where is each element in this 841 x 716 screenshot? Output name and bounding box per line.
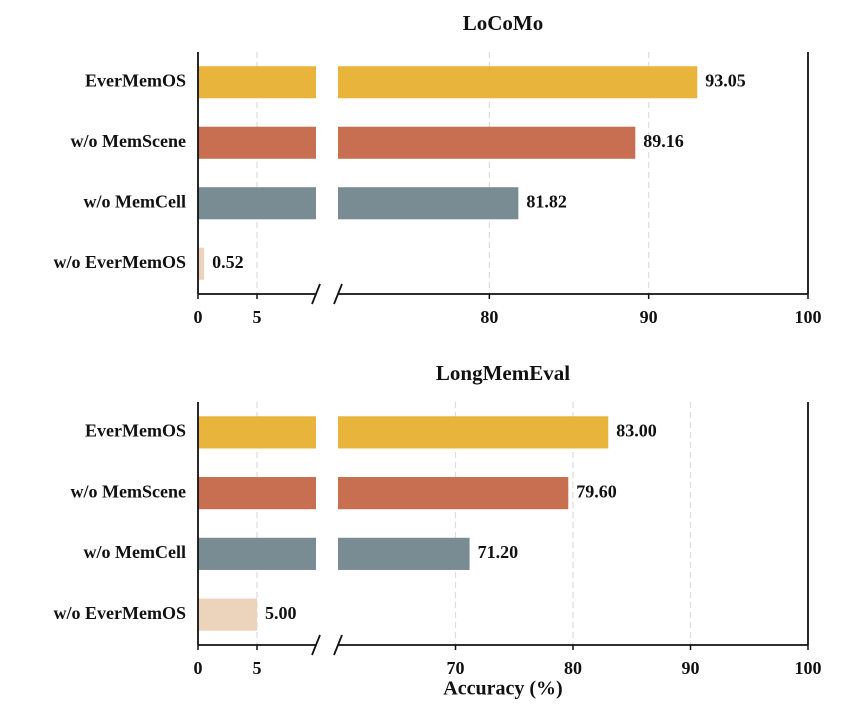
bar bbox=[198, 247, 205, 280]
x-tick-label: 100 bbox=[795, 658, 822, 678]
bar bbox=[198, 187, 316, 220]
x-tick-label: 100 bbox=[795, 307, 822, 327]
bar bbox=[338, 416, 609, 449]
y-tick-label: EverMemOS bbox=[85, 70, 186, 90]
y-tick-label: w/o EverMemOS bbox=[54, 603, 186, 623]
x-axis-label: Accuracy (%) bbox=[443, 678, 562, 700]
bar bbox=[198, 126, 316, 159]
bar bbox=[198, 537, 316, 570]
x-tick-label: 70 bbox=[447, 658, 465, 678]
axis-break bbox=[333, 283, 343, 305]
bar bbox=[198, 477, 316, 510]
y-tick-label: w/o MemCell bbox=[84, 191, 186, 211]
chart-title: LongMemEval bbox=[436, 361, 570, 385]
x-tick-label: 5 bbox=[253, 658, 262, 678]
y-tick-label: w/o EverMemOS bbox=[54, 252, 186, 272]
bar bbox=[198, 416, 316, 449]
y-tick-label: w/o MemCell bbox=[84, 542, 186, 562]
value-label: 89.16 bbox=[643, 131, 684, 151]
axis-break bbox=[311, 634, 321, 656]
x-tick-label: 80 bbox=[564, 658, 582, 678]
bar bbox=[338, 126, 636, 159]
bar bbox=[338, 66, 698, 99]
x-tick-label: 0 bbox=[194, 307, 203, 327]
value-label: 5.00 bbox=[265, 603, 297, 623]
x-tick-label: 5 bbox=[253, 307, 262, 327]
bar bbox=[198, 598, 257, 631]
x-tick-label: 90 bbox=[640, 307, 658, 327]
axis-break bbox=[333, 634, 343, 656]
x-tick-label: 80 bbox=[480, 307, 498, 327]
y-tick-label: w/o MemScene bbox=[71, 131, 186, 151]
value-label: 71.20 bbox=[478, 542, 518, 562]
value-label: 83.00 bbox=[616, 421, 657, 441]
bar bbox=[338, 477, 569, 510]
y-tick-label: w/o MemScene bbox=[71, 481, 186, 501]
x-tick-label: 90 bbox=[682, 658, 700, 678]
y-tick-label: EverMemOS bbox=[85, 421, 186, 441]
bar bbox=[338, 187, 519, 220]
x-tick-label: 0 bbox=[194, 658, 203, 678]
value-label: 81.82 bbox=[526, 191, 567, 211]
bar bbox=[198, 66, 316, 99]
axis-break bbox=[311, 283, 321, 305]
chart-title: LoCoMo bbox=[463, 11, 544, 35]
value-label: 0.52 bbox=[212, 252, 244, 272]
value-label: 79.60 bbox=[576, 481, 617, 501]
bar bbox=[338, 537, 470, 570]
value-label: 93.05 bbox=[705, 70, 746, 90]
